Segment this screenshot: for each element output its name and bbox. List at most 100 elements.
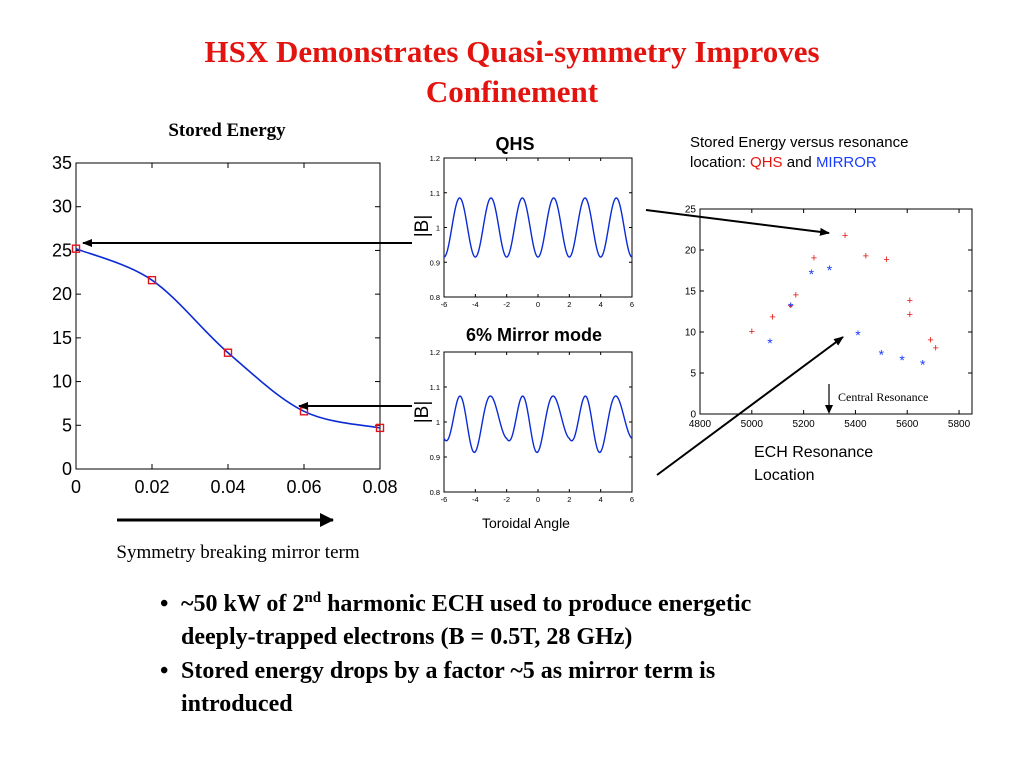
- data-marker: [71, 244, 81, 253]
- x-tick-label: 4800: [689, 419, 712, 430]
- bullet-2-line-2: introduced: [181, 691, 293, 717]
- y-tick-label: 10: [685, 328, 697, 339]
- data-marker: [147, 275, 157, 285]
- y-tick-label: 20: [685, 246, 697, 257]
- mirror-plot-curve: [443, 395, 633, 454]
- x-tick-label: -4: [472, 495, 479, 504]
- x-tick-label: -4: [472, 300, 479, 309]
- y-tick-label: 15: [52, 328, 72, 348]
- y-tick-label: 15: [685, 287, 697, 298]
- x-tick-label: -6: [441, 495, 448, 504]
- qhs-point: +: [842, 230, 848, 242]
- x-tick-label: 6: [630, 300, 634, 309]
- x-tick-label: 0.04: [210, 477, 245, 497]
- mirror-plot-frame: [443, 351, 633, 493]
- left-plot-xlabel: Symmetry breaking mirror term: [116, 542, 359, 563]
- mirror-plot-ylabel: |B|: [412, 401, 433, 424]
- left-plot-markers: [71, 244, 385, 433]
- right-plot-xlabel-line1: ECH Resonance: [754, 444, 873, 461]
- bullet-1-pre: ~50 kW of 2: [181, 591, 305, 617]
- right-plot-points: +++++++ +++++*** *** * *: [749, 230, 939, 372]
- bullet-1-line-1: ~50 kW of 2nd harmonic ECH used to produ…: [181, 588, 881, 621]
- x-tick-label: 6: [630, 495, 634, 504]
- qhs-plot-ylabel: |B|: [412, 215, 433, 238]
- y-tick-label: 0.8: [430, 488, 440, 497]
- x-tick-label: 0: [536, 495, 540, 504]
- left-plot-xticks: 0 0.02 0.04 0.06 0.08: [71, 163, 398, 497]
- y-tick-label: 1.2: [430, 348, 440, 357]
- y-tick-label: 10: [52, 372, 72, 392]
- qhs-plot-ticks: 0.8 0.9 1 1.1 1.2 -6 -4 -2 0 2 4 6: [430, 154, 635, 309]
- central-resonance-label: Central Resonance: [838, 390, 928, 404]
- x-tick-label: -2: [503, 300, 510, 309]
- mirror-point: *: [855, 327, 861, 343]
- qhs-plot-curve: [443, 197, 633, 258]
- bullet-dot: •: [160, 591, 169, 617]
- mirror-plot-ticks: 0.8 0.9 1 1.1 1.2 -6 -4 -2 0 2 4 6: [430, 348, 635, 504]
- mirror-point: *: [788, 299, 794, 315]
- qhs-point: +: [749, 326, 755, 338]
- right-plot-ticks: 0 5 10 15 20 25 4800 5000 5200 5400 5600 5800: [685, 205, 972, 430]
- x-tick-label: 4: [599, 300, 603, 309]
- bullet-dot: •: [160, 658, 169, 684]
- x-tick-label: 5600: [896, 419, 919, 430]
- mirror-point: *: [899, 352, 905, 368]
- mirror-point: *: [920, 356, 926, 372]
- x-tick-label: 2: [567, 495, 571, 504]
- y-tick-label: 1.2: [430, 154, 440, 163]
- mirror-point: *: [809, 266, 815, 282]
- qhs-point: +: [769, 311, 775, 323]
- qhs-to-scatter-arrow: [645, 209, 830, 236]
- qhs-plot-title: QHS: [495, 134, 534, 154]
- qhs-plot-frame: [443, 157, 633, 298]
- qhs-point: +: [787, 300, 793, 312]
- qhs-point: +: [863, 251, 869, 263]
- right-plot-frame: [699, 208, 973, 415]
- x-tick-label: 4: [599, 495, 603, 504]
- left-plot-title: Stored Energy: [168, 120, 286, 141]
- x-tick-label: 0.06: [286, 477, 321, 497]
- qhs-point: +: [907, 309, 913, 321]
- mirror-plot-xlabel: Toroidal Angle: [482, 515, 570, 531]
- x-tick-label: 5000: [741, 419, 764, 430]
- y-tick-label: 0: [62, 459, 72, 479]
- y-tick-label: 5: [62, 415, 72, 435]
- y-tick-label: 0.9: [430, 258, 440, 267]
- x-tick-label: 5400: [844, 419, 867, 430]
- caption-qhs: QHS: [750, 154, 783, 171]
- qhs-point: +: [927, 334, 933, 346]
- y-tick-label: 0: [690, 410, 696, 421]
- x-tick-label: 0: [71, 477, 81, 497]
- y-tick-label: 20: [52, 284, 72, 304]
- qhs-point: +: [793, 289, 799, 301]
- data-marker: [223, 348, 233, 357]
- left-direction-arrowhead: [320, 513, 334, 527]
- y-tick-label: 0.8: [430, 293, 440, 302]
- caption-prefix: location:: [690, 154, 750, 171]
- qhs-point: +: [883, 254, 889, 266]
- right-plot-xlabel-line2: Location: [754, 467, 815, 484]
- x-tick-label: 5800: [948, 419, 971, 430]
- data-marker: [375, 423, 385, 433]
- y-tick-label: 1: [436, 224, 440, 233]
- y-tick-label: 1.1: [430, 189, 440, 198]
- y-tick-label: 25: [52, 240, 72, 260]
- caption-mirror: MIRROR: [816, 154, 877, 171]
- mirror-plot-title: 6% Mirror mode: [466, 325, 602, 345]
- mirror-point: *: [879, 347, 885, 363]
- x-tick-label: 5200: [792, 419, 815, 430]
- mirror-point: *: [767, 335, 773, 351]
- x-tick-label: 0: [536, 300, 540, 309]
- bullet-2-line-1: Stored energy drops by a factor ~5 as mi…: [181, 658, 716, 684]
- y-tick-label: 5: [690, 369, 696, 380]
- left-plot-curve: [75, 247, 381, 429]
- bullet-1-line-2: deeply-trapped electrons (B = 0.5T, 28 G…: [181, 624, 633, 650]
- right-plot-caption-line1: Stored Energy versus resonance: [690, 134, 908, 151]
- bullet-1-sup: nd: [304, 590, 322, 606]
- caption-and: and: [783, 154, 816, 171]
- x-tick-label: 0.02: [134, 477, 169, 497]
- y-tick-label: 0.9: [430, 453, 440, 462]
- title-line-2: Confinement: [425, 74, 599, 109]
- y-tick-label: 1.1: [430, 383, 440, 392]
